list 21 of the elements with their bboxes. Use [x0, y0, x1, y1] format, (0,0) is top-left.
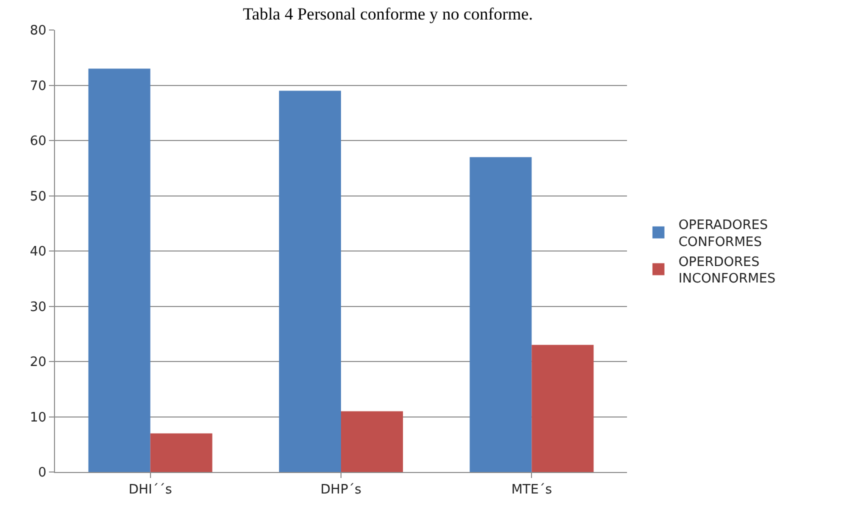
bar [470, 157, 532, 472]
y-tick-label: 80 [30, 24, 46, 39]
y-tick-label: 70 [30, 78, 46, 94]
y-tick-label: 50 [30, 189, 46, 204]
bar [341, 411, 403, 472]
y-tick-label: 60 [30, 134, 46, 150]
bar [150, 433, 212, 472]
chart-title: Tabla 4 Personal conforme y no conforme. [242, 4, 533, 24]
bar [279, 90, 341, 472]
x-tick-label: DHP´s [320, 482, 362, 498]
y-tick-label: 0 [38, 466, 46, 481]
legend-label: OPERDORES INCONFORMES [678, 254, 776, 287]
y-tick-label: 40 [30, 244, 46, 260]
y-tick-label: 10 [30, 410, 46, 426]
x-tick-label: MTE´s [511, 482, 552, 498]
y-tick-label: 20 [30, 355, 46, 370]
legend-label: OPERADORES CONFORMES [678, 218, 768, 250]
x-tick-label: DHI´´s [128, 482, 172, 498]
bar [532, 344, 594, 472]
y-tick-label: 30 [30, 300, 46, 315]
bar [88, 68, 150, 472]
